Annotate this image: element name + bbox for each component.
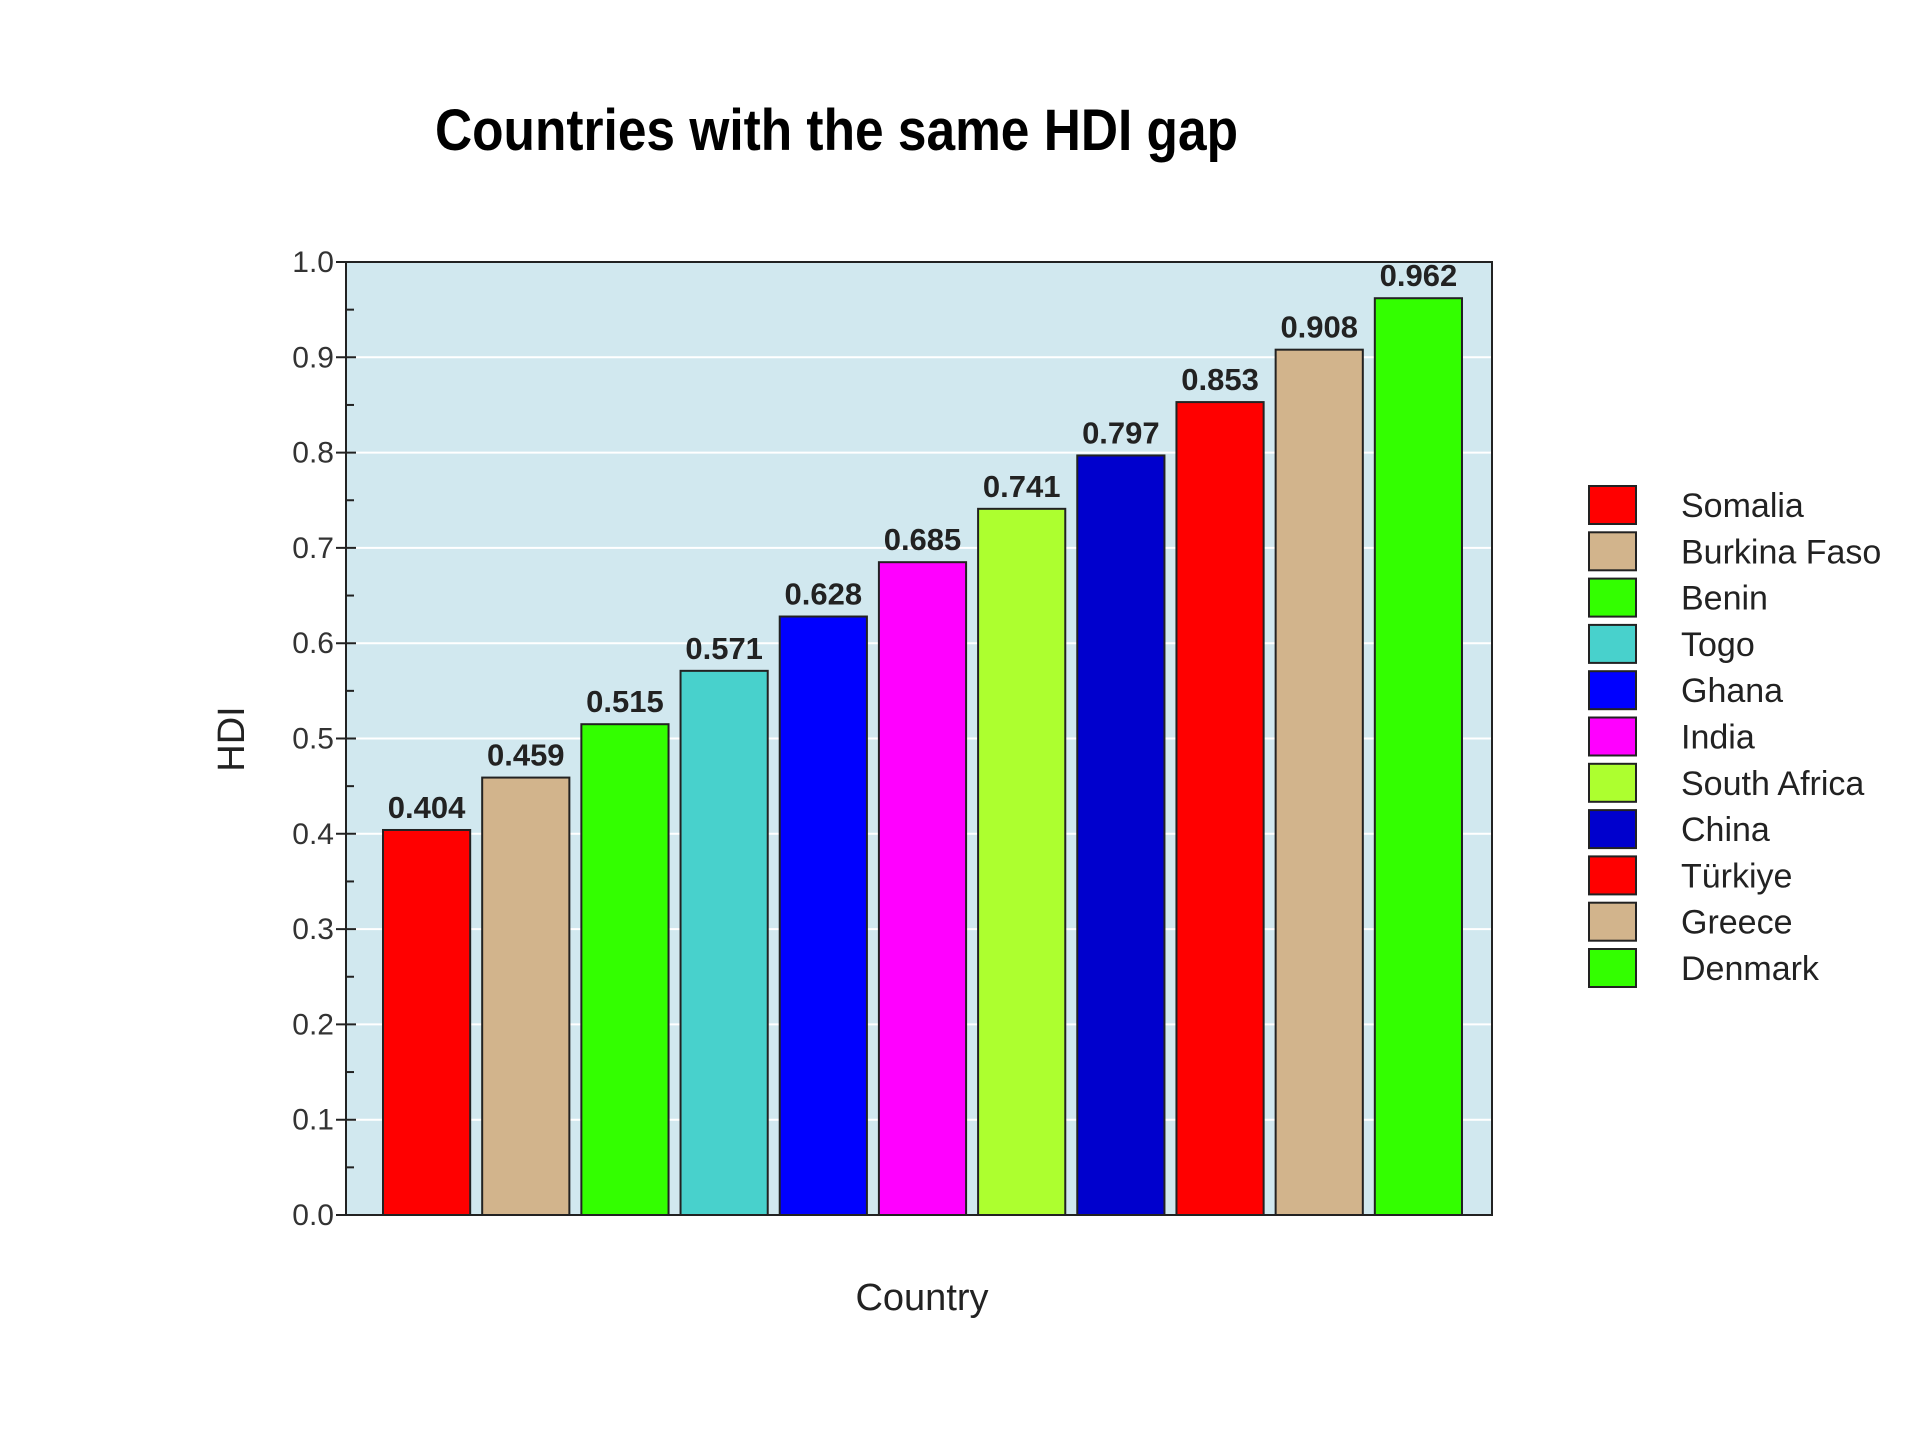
- data-label: 0.404: [388, 790, 466, 825]
- chart-title: Countries with the same HDI gap: [435, 98, 1238, 163]
- legend-label: Greece: [1681, 904, 1793, 942]
- data-label: 0.962: [1380, 258, 1458, 293]
- y-axis-label: HDI: [211, 706, 253, 771]
- y-tick-label: 0.0: [292, 1199, 334, 1232]
- data-label: 0.797: [1082, 415, 1160, 450]
- legend-label: Türkiye: [1681, 857, 1792, 895]
- legend-swatch: [1588, 485, 1637, 525]
- bar-india: [877, 561, 968, 1216]
- plot-frame: [345, 261, 1493, 1216]
- legend-label: South Africa: [1681, 765, 1864, 803]
- legend-label: Somalia: [1681, 487, 1804, 525]
- legend-item: Benin: [1588, 577, 1768, 618]
- bar-benin: [580, 723, 670, 1217]
- legend-item: Somalia: [1588, 485, 1804, 525]
- bar-south-africa: [977, 507, 1067, 1216]
- legend-swatch: [1588, 855, 1637, 896]
- y-tick-label: 0.8: [292, 437, 334, 470]
- data-label: 0.741: [983, 469, 1061, 504]
- y-tick-label: 0.6: [292, 627, 334, 660]
- legend-label: China: [1681, 811, 1770, 849]
- y-tick-label: 0.3: [292, 913, 334, 946]
- data-label: 0.685: [884, 522, 962, 557]
- bar-t-rkiye: [1175, 401, 1265, 1216]
- legend: Somalia Burkina Faso Benin Togo Ghana India So…: [1588, 485, 1881, 988]
- legend-label: Burkina Faso: [1681, 533, 1881, 571]
- bar-ghana: [778, 615, 868, 1216]
- legend-item: Ghana: [1588, 670, 1783, 711]
- legend-label: Benin: [1681, 580, 1768, 618]
- data-labels: 0.404 0.459 0.515 0.571 0.628 0.685 0.741 0.797…: [388, 258, 1457, 825]
- legend-swatch: [1588, 531, 1637, 572]
- y-tick-label: 0.5: [292, 723, 334, 756]
- legend-label: India: [1681, 719, 1755, 757]
- data-label: 0.853: [1181, 362, 1259, 397]
- data-label: 0.571: [685, 631, 763, 666]
- legend-swatch: [1588, 670, 1637, 711]
- legend-item: Burkina Faso: [1588, 531, 1881, 572]
- bar-togo: [679, 669, 769, 1216]
- legend-swatch: [1588, 948, 1637, 988]
- y-tick-label: 0.4: [292, 818, 334, 851]
- legend-item: Togo: [1588, 623, 1755, 664]
- x-axis-label: Country: [855, 1277, 988, 1319]
- legend-swatch: [1588, 577, 1637, 618]
- legend-item: Denmark: [1588, 948, 1820, 988]
- y-tick-label: 0.1: [292, 1104, 334, 1137]
- data-label: 0.628: [785, 577, 863, 612]
- legend-item: China: [1588, 809, 1770, 850]
- legend-swatch: [1588, 623, 1637, 664]
- y-tick-label: 0.7: [292, 532, 334, 565]
- bar-greece: [1274, 348, 1364, 1216]
- bar-china: [1076, 454, 1166, 1217]
- legend-item: Greece: [1588, 901, 1793, 942]
- legend-swatch: [1588, 809, 1637, 850]
- bar-burkina-faso: [481, 776, 571, 1216]
- legend-swatch: [1588, 716, 1637, 757]
- data-label: 0.515: [586, 684, 664, 719]
- legend-label: Denmark: [1681, 950, 1820, 988]
- bars: [382, 297, 1464, 1217]
- data-label: 0.908: [1280, 310, 1358, 345]
- data-label: 0.459: [487, 738, 565, 773]
- legend-label: Ghana: [1681, 672, 1783, 710]
- bar-denmark: [1373, 297, 1464, 1216]
- y-tick-label: 0.2: [292, 1008, 334, 1041]
- legend-label: Togo: [1681, 626, 1755, 664]
- y-tick-label: 1.0: [292, 246, 334, 279]
- y-tick-label: 0.9: [292, 341, 334, 374]
- legend-item: South Africa: [1588, 762, 1864, 803]
- legend-swatch: [1588, 762, 1637, 803]
- legend-item: Türkiye: [1588, 855, 1792, 896]
- legend-item: India: [1588, 716, 1755, 757]
- legend-swatch: [1588, 901, 1637, 942]
- bar-somalia: [382, 828, 472, 1216]
